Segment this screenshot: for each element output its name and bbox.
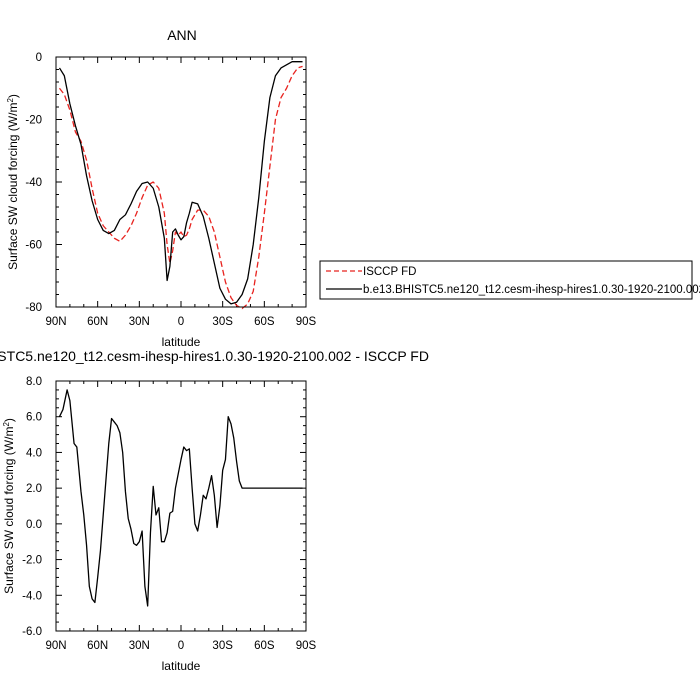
top-x-axis-title: latitude — [162, 335, 201, 349]
x-tick-label: 90N — [45, 640, 66, 652]
y-tick-label: -80 — [25, 302, 42, 314]
bottom-y-axis-title: Surface SW cloud forcing (W/m2) — [2, 418, 17, 594]
y-tick-label: -4.0 — [22, 590, 42, 602]
top-chart-title: ANN — [167, 27, 197, 43]
x-tick-label: 90N — [45, 316, 66, 328]
bottom-panel: b.e13.BHISTC5.ne120_t12.cesm-ihesp-hires… — [0, 348, 429, 673]
bottom-series — [58, 389, 303, 607]
bottom-axis-ticks — [55, 380, 307, 632]
x-tick-label: 30S — [212, 640, 233, 652]
x-tick-label: 60S — [254, 640, 275, 652]
series-line-model — [58, 61, 303, 305]
x-tick-label: 0 — [178, 316, 184, 328]
legend-label-isccp: ISCCP FD — [363, 266, 416, 278]
bottom-y-tick-labels: 8.0 6.0 4.0 2.0 0.0 -2.0 -4.0 -6.0 — [22, 376, 42, 638]
x-tick-label: 60N — [87, 316, 108, 328]
top-y-tick-labels: 0 -20 -40 -60 -80 — [25, 52, 42, 314]
y-tick-label: 4.0 — [26, 447, 42, 459]
x-tick-label: 0 — [178, 640, 184, 652]
top-series — [58, 61, 303, 310]
series-line-model — [58, 389, 303, 607]
legend-label-model: b.e13.BHISTC5.ne120_t12.cesm-ihesp-hires… — [363, 284, 700, 296]
y-tick-label: -20 — [25, 115, 42, 127]
legend: ISCCP FD b.e13.BHISTC5.ne120_t12.cesm-ih… — [319, 260, 700, 300]
bottom-plot-frame — [55, 380, 307, 632]
bottom-x-axis-title: latitude — [162, 659, 201, 673]
x-tick-label: 30N — [129, 316, 150, 328]
y-tick-label: 6.0 — [26, 412, 42, 424]
legend-box — [319, 260, 693, 300]
top-plot-frame — [55, 56, 307, 308]
top-y-axis-title: Surface SW cloud forcing (W/m2) — [6, 94, 21, 270]
series-line-isccp — [58, 65, 303, 310]
bottom-x-tick-labels: 90N 60N 30N 0 30S 60S 90S — [45, 640, 316, 652]
x-tick-label: 90S — [296, 640, 317, 652]
y-tick-label: 0.0 — [26, 519, 42, 531]
y-tick-label: -2.0 — [22, 555, 42, 567]
y-tick-label: -6.0 — [22, 626, 42, 638]
y-tick-label: 0 — [36, 52, 42, 64]
x-tick-label: 90S — [296, 316, 317, 328]
top-x-tick-labels: 90N 60N 30N 0 30S 60S 90S — [45, 316, 316, 328]
x-tick-label: 30N — [129, 640, 150, 652]
x-tick-label: 60N — [87, 640, 108, 652]
bottom-chart-title: b.e13.BHISTC5.ne120_t12.cesm-ihesp-hires… — [0, 348, 429, 364]
x-tick-label: 60S — [254, 316, 275, 328]
top-panel: ANN 90N 60N 30N 0 30S 60S 90S 0 -20 -40 -60 -80 la… — [6, 27, 317, 349]
y-tick-label: 8.0 — [26, 376, 42, 388]
y-tick-label: 2.0 — [26, 483, 42, 495]
x-tick-label: 30S — [212, 316, 233, 328]
y-tick-label: -40 — [25, 177, 42, 189]
y-tick-label: -60 — [25, 240, 42, 252]
